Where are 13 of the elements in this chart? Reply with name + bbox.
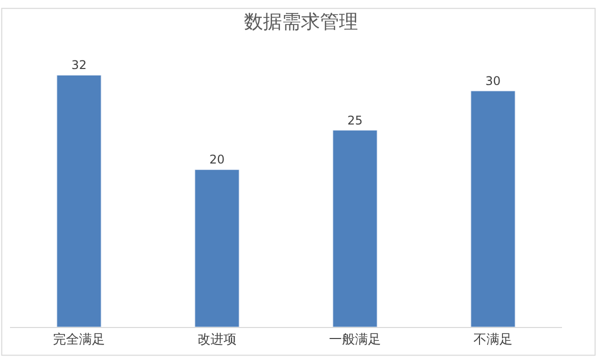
- data-label: 32: [71, 58, 87, 72]
- x-tick-label: 完全满足: [53, 332, 105, 348]
- data-label: 20: [209, 152, 225, 167]
- bar: [470, 90, 516, 327]
- bar: [56, 74, 102, 327]
- data-label: 25: [347, 113, 363, 128]
- x-tick-label: 不满足: [474, 332, 512, 348]
- bar: [194, 169, 240, 327]
- bar: [332, 130, 378, 327]
- x-tick-label: 一般满足: [329, 332, 381, 348]
- x-tick-label: 改进项: [198, 332, 236, 348]
- data-label: 30: [485, 74, 501, 88]
- chart-title: 数据需求管理: [244, 10, 358, 33]
